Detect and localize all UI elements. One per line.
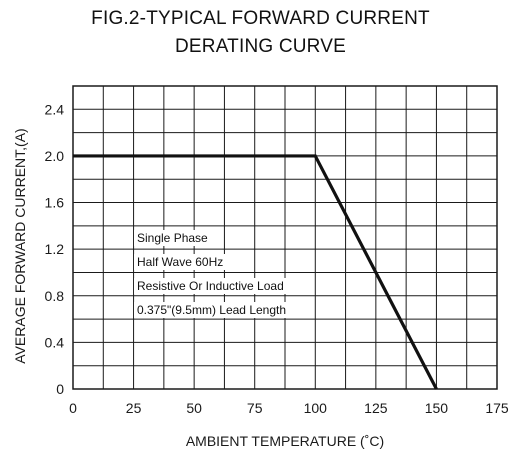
chart-title-line-2: DERATING CURVE: [174, 36, 346, 57]
x-tick-label: 25: [126, 400, 142, 416]
x-axis-label: AMBIENT TEMPERATURE (˚C): [186, 433, 384, 449]
y-tick-label: 0: [56, 381, 64, 397]
x-tick-label: 0: [69, 400, 77, 416]
x-tick-label: 75: [247, 400, 263, 416]
y-tick-label: 2.4: [45, 101, 65, 117]
annotation-text: Half Wave 60Hz: [137, 255, 223, 269]
annotation-text: Resistive Or Inductive Load: [137, 279, 284, 293]
y-tick-labels: 0 0.4 0.8 1.2 1.6 2.0 2.4: [45, 101, 65, 397]
annotation-line: Single Phase: [134, 230, 211, 246]
x-tick-label: 100: [304, 400, 328, 416]
derating-curve-line: [73, 154, 438, 390]
y-tick-label: 0.8: [45, 288, 65, 304]
x-tick-label: 175: [485, 400, 509, 416]
x-tick-labels: 0 25 50 75 100 125 150 175: [69, 400, 509, 416]
x-tick-label: 125: [364, 400, 388, 416]
annotation-background: [134, 254, 227, 270]
y-axis-label: AVERAGE FORWARD CURRENT,(A): [12, 128, 28, 363]
annotation-background: [134, 278, 287, 294]
annotation-group: Single Phase Half Wave 60Hz Resistive Or I…: [134, 230, 290, 318]
x-tick-label: 150: [425, 400, 449, 416]
y-tick-label: 1.2: [45, 241, 65, 257]
series-group: [73, 154, 438, 390]
x-tick-label: 50: [186, 400, 202, 416]
annotation-line: Half Wave 60Hz: [134, 254, 227, 270]
annotation-background: [134, 302, 290, 318]
annotation-line: 0.375"(9.5mm) Lead Length: [134, 302, 290, 318]
chart-title-line-1: FIG.2-TYPICAL FORWARD CURRENT: [91, 8, 430, 29]
annotation-text: 0.375"(9.5mm) Lead Length: [137, 303, 286, 317]
y-tick-label: 2.0: [45, 148, 65, 164]
y-tick-label: 1.6: [45, 195, 65, 211]
y-tick-label: 0.4: [45, 334, 65, 350]
annotation-text: Single Phase: [137, 231, 208, 245]
annotation-line: Resistive Or Inductive Load: [134, 278, 287, 294]
plot-frame: [72, 85, 498, 390]
annotation-background: [134, 230, 211, 246]
